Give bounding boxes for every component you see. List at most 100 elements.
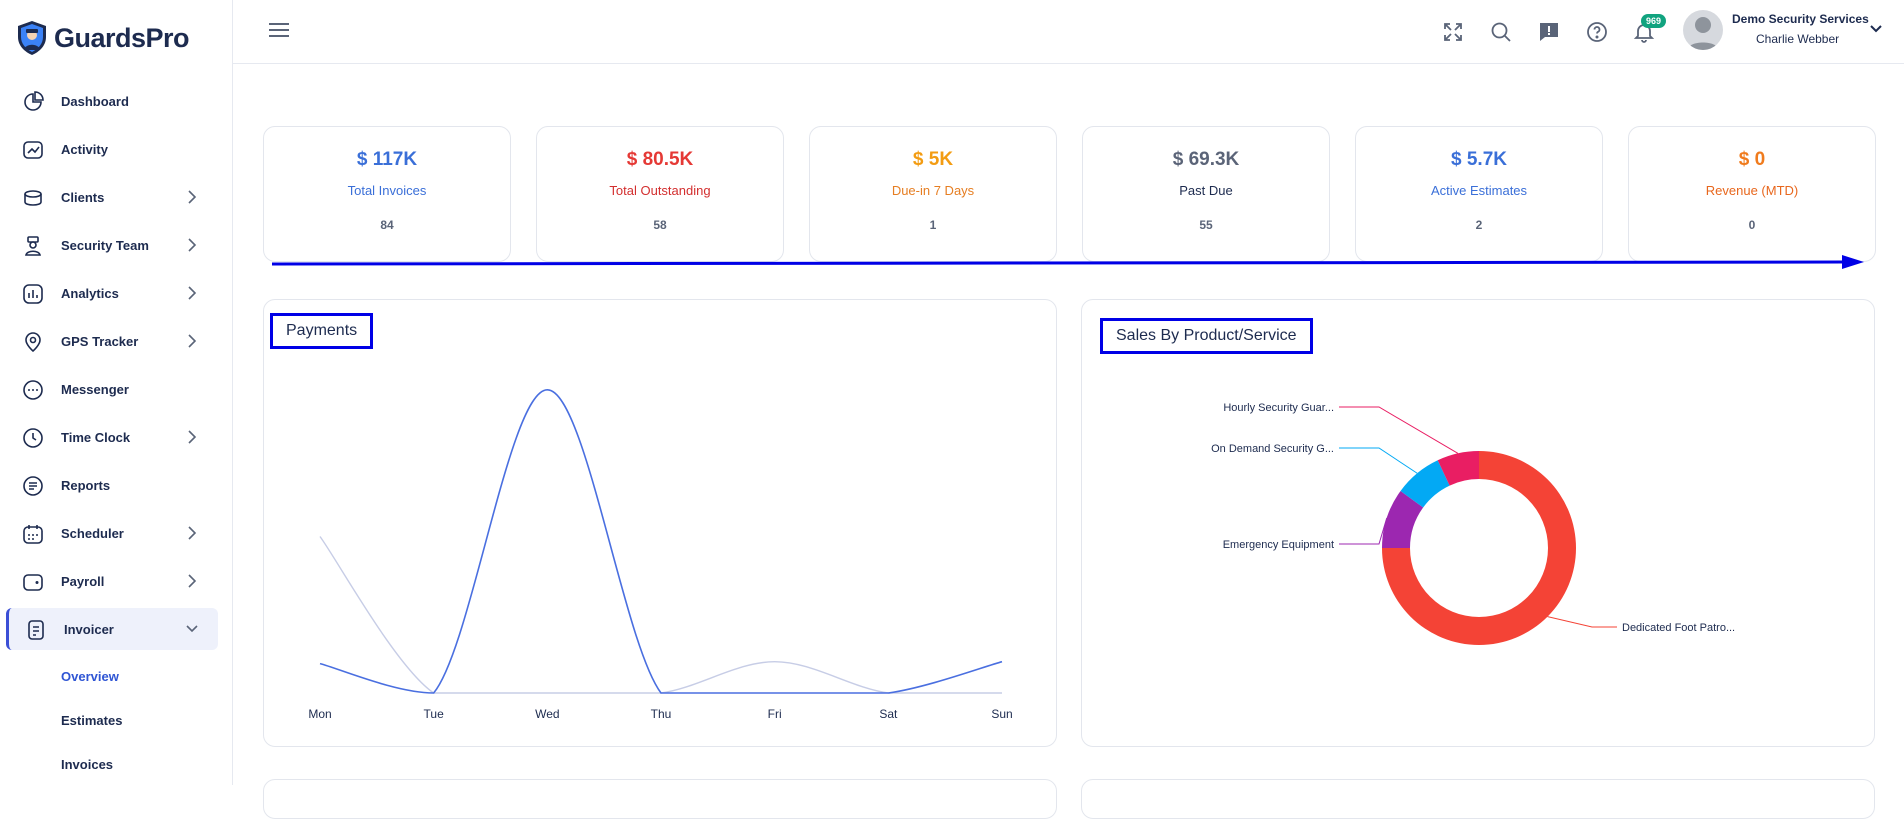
security-guard-icon (25, 236, 41, 256)
company-name[interactable]: Demo Security Services (1732, 12, 1869, 26)
chevron-right-icon[interactable] (186, 526, 198, 540)
sales-panel: Sales By Product/Service Dedicated Foot … (1081, 299, 1875, 747)
stat-value: $ 80.5K (626, 149, 694, 170)
sidebar-item-messenger[interactable]: Messenger (6, 368, 218, 410)
stat-value: $ 5K (912, 149, 954, 170)
pie-chart-icon (24, 91, 44, 111)
payments-panel: Payments Mon Tue Wed Thu Fri Sat Sun (263, 299, 1057, 747)
search-icon[interactable] (1489, 20, 1513, 44)
stat-count: 58 (653, 218, 667, 232)
chevron-down-icon[interactable] (186, 622, 198, 636)
stat-card[interactable]: $ 69.3K Past Due 55 (1082, 126, 1330, 262)
stat-card[interactable]: $ 0 Revenue (MTD) 0 (1628, 126, 1876, 262)
fullscreen-icon[interactable] (1441, 20, 1465, 44)
sidebar-item-label: GPS Tracker (61, 333, 139, 349)
leader-line (1339, 447, 1418, 474)
analytics-icon (23, 284, 43, 304)
sidebar-item-reports[interactable]: Reports (6, 464, 218, 506)
subnav-invoices[interactable]: Invoices (61, 757, 114, 772)
user-name[interactable]: Charlie Webber (1756, 32, 1840, 46)
chevron-right-icon[interactable] (186, 190, 198, 204)
stat-label: Due-in 7 Days (891, 183, 975, 198)
leader-line (1339, 406, 1459, 454)
chevron-right-icon[interactable] (186, 574, 198, 588)
x-tick-label: Fri (768, 707, 782, 721)
sidebar-item-label: Clients (61, 189, 105, 205)
annotation-arrow (271, 255, 1864, 269)
chevron-right-icon[interactable] (186, 238, 198, 252)
donut-slice[interactable] (1400, 460, 1450, 508)
clock-icon (23, 428, 43, 448)
sidebar-item-security-team[interactable]: Security Team (6, 224, 218, 266)
sales-chart: Dedicated Foot Patro... Emergency Equipme… (1211, 402, 1735, 645)
stat-value: $ 0 (1738, 149, 1766, 170)
stat-label: Revenue (MTD) (1705, 183, 1799, 198)
payments-series-line-1 (319, 388, 1003, 694)
clients-icon (24, 190, 42, 206)
stat-value: $ 5.7K (1451, 149, 1507, 170)
sidebar-item-label: Activity (61, 141, 108, 157)
sidebar-item-invoicer[interactable]: Invoicer (6, 608, 218, 650)
stat-value: $ 69.3K (1172, 149, 1240, 170)
stat-label: Active Estimates (1430, 183, 1528, 198)
chevron-right-icon[interactable] (186, 286, 198, 300)
slice-label: Dedicated Foot Patro... (1622, 622, 1735, 634)
sidebar-item-clients[interactable]: Clients (6, 176, 218, 218)
stat-label: Past Due (1179, 183, 1233, 198)
stat-card[interactable]: $ 117K Total Invoices 84 (263, 126, 511, 262)
stat-card[interactable]: $ 5K Due-in 7 Days 1 (809, 126, 1057, 262)
sidebar-item-scheduler[interactable]: Scheduler (6, 512, 218, 554)
calendar-icon (23, 525, 43, 544)
stat-count: 1 (929, 218, 937, 232)
donut-slice[interactable] (1382, 490, 1424, 548)
stat-count: 2 (1475, 218, 1483, 232)
stat-card[interactable]: $ 80.5K Total Outstanding 58 (536, 126, 784, 262)
chevron-down-icon[interactable] (1869, 24, 1883, 34)
brand-name: GuardsPro (54, 22, 190, 53)
report-icon (23, 476, 43, 496)
stat-count: 0 (1748, 218, 1756, 232)
sidebar: GuardsPro Dashboard Activity Clients Securi… (0, 0, 233, 785)
sales-title: Sales By Product/Service (1100, 318, 1313, 354)
stat-card[interactable]: $ 5.7K Active Estimates 2 (1355, 126, 1603, 262)
x-tick-label: Sat (879, 707, 898, 721)
leader-line (1339, 517, 1388, 545)
sidebar-item-label: Security Team (61, 237, 149, 253)
sidebar-item-label: Invoicer (64, 621, 114, 637)
slice-label: On Demand Security G... (1211, 443, 1334, 455)
sidebar-item-dashboard[interactable]: Dashboard (6, 80, 218, 122)
top-bar (233, 0, 1904, 64)
chevron-right-icon[interactable] (186, 430, 198, 444)
sidebar-item-gps-tracker[interactable]: GPS Tracker (6, 320, 218, 362)
notification-count-badge: 969 (1641, 14, 1667, 28)
menu-toggle-icon[interactable] (269, 22, 289, 38)
stat-label: Total Outstanding (609, 183, 711, 198)
chevron-right-icon[interactable] (186, 334, 198, 348)
sidebar-item-activity[interactable]: Activity (6, 128, 218, 170)
invoice-icon (28, 620, 44, 640)
subnav-overview[interactable]: Overview (61, 669, 119, 684)
sidebar-item-analytics[interactable]: Analytics (6, 272, 218, 314)
x-tick-label: Tue (424, 707, 445, 721)
sidebar-item-label: Payroll (61, 573, 105, 589)
stat-label: Total Invoices (347, 183, 427, 198)
sidebar-item-time-clock[interactable]: Time Clock (6, 416, 218, 458)
sidebar-item-label: Dashboard (61, 93, 129, 109)
help-icon[interactable] (1585, 20, 1609, 44)
slice-label: Emergency Equipment (1223, 539, 1334, 551)
brand-logo[interactable]: GuardsPro (16, 20, 190, 56)
donut-slice[interactable] (1437, 451, 1479, 486)
payments-chart: Mon Tue Wed Thu Fri Sat Sun (308, 388, 1013, 721)
sidebar-item-label: Analytics (61, 285, 119, 301)
user-silhouette-icon (1687, 17, 1719, 50)
subnav-estimates[interactable]: Estimates (61, 713, 123, 728)
feedback-icon[interactable] (1537, 20, 1561, 44)
stat-count: 84 (380, 218, 394, 232)
shield-guard-icon (18, 21, 46, 55)
stat-value: $ 117K (356, 149, 418, 170)
sidebar-item-label: Messenger (61, 381, 129, 397)
map-pin-icon (25, 332, 41, 353)
x-tick-label: Mon (308, 707, 331, 721)
avatar[interactable] (1683, 10, 1723, 50)
sidebar-item-payroll[interactable]: Payroll (6, 560, 218, 602)
